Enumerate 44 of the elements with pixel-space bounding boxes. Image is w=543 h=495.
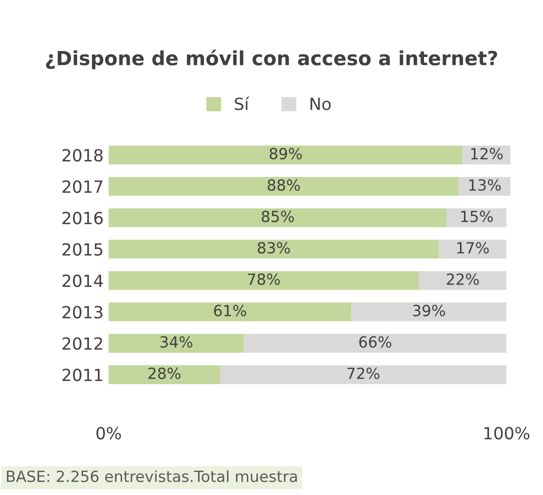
bar bbox=[220, 365, 506, 384]
bar bbox=[244, 334, 506, 353]
bar bbox=[438, 240, 506, 259]
data-label: 12% bbox=[471, 148, 503, 160]
data-label: 88% bbox=[268, 179, 300, 191]
bar bbox=[458, 176, 510, 196]
legend-label: No bbox=[310, 98, 331, 110]
bar bbox=[418, 271, 506, 290]
bar bbox=[108, 334, 244, 353]
y-tick-label: 2017 bbox=[62, 180, 102, 193]
data-label: 22% bbox=[446, 273, 479, 285]
data-label: 39% bbox=[413, 304, 445, 316]
y-tick-label: 2012 bbox=[62, 337, 102, 350]
x-tick-label: 0% bbox=[96, 426, 121, 440]
data-label: 72% bbox=[347, 368, 380, 380]
data-label: 17% bbox=[457, 242, 489, 254]
data-label: 78% bbox=[248, 273, 280, 285]
data-label: 89% bbox=[270, 148, 302, 160]
bar bbox=[351, 302, 506, 322]
y-tick-label: 2018 bbox=[62, 148, 103, 162]
data-label: 61% bbox=[214, 304, 246, 316]
bar bbox=[108, 176, 459, 196]
bar bbox=[108, 240, 439, 259]
data-label: 85% bbox=[262, 210, 294, 222]
data-label: 15% bbox=[461, 210, 493, 222]
y-tick-label: 2011 bbox=[62, 368, 102, 382]
x-tick-label: 100% bbox=[484, 426, 530, 440]
bar bbox=[108, 302, 352, 322]
bar bbox=[108, 146, 463, 164]
y-tick-label: 2013 bbox=[62, 306, 102, 318]
data-label: 34% bbox=[160, 336, 192, 348]
bar bbox=[108, 271, 419, 290]
y-tick-label: 2016 bbox=[62, 212, 103, 224]
bar bbox=[108, 208, 447, 228]
legend-label: Sí bbox=[234, 96, 250, 110]
y-tick-label: 2015 bbox=[62, 243, 102, 256]
y-tick-label: 2014 bbox=[62, 274, 103, 288]
text: BASE: 2.256 entrevistas.Total muestra bbox=[6, 470, 297, 482]
data-label: 83% bbox=[258, 242, 290, 254]
data-label: 13% bbox=[469, 179, 501, 191]
data-label: 28% bbox=[148, 368, 180, 380]
bar bbox=[108, 365, 220, 384]
chart-title: ¿Dispone de móvil con acceso a internet? bbox=[46, 50, 498, 70]
data-label: 66% bbox=[359, 336, 392, 348]
